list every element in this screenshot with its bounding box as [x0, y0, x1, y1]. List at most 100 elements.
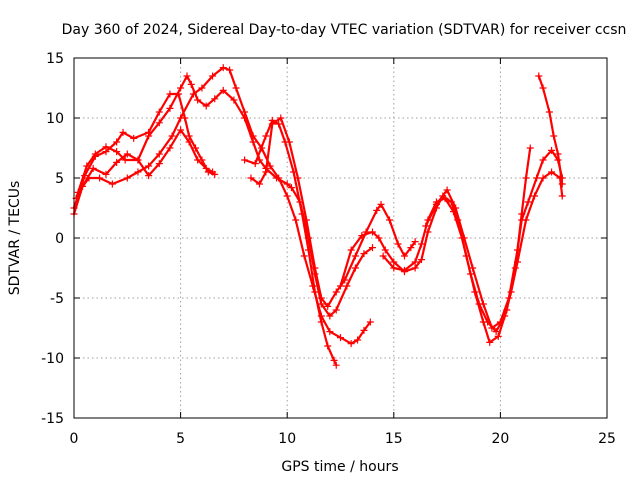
data-point: [377, 200, 385, 208]
series-trace-2: [70, 126, 217, 218]
data-point: [488, 324, 496, 332]
data-point: [324, 302, 332, 310]
data-point: [332, 306, 340, 314]
data-point: [183, 72, 191, 80]
data-point: [324, 342, 332, 350]
data-point: [241, 108, 249, 116]
data-point: [102, 170, 110, 178]
data-point: [262, 132, 270, 140]
data-point: [407, 244, 415, 252]
data-point: [539, 156, 547, 164]
data-point: [418, 256, 426, 264]
data-point: [130, 134, 138, 142]
data-point: [460, 234, 468, 242]
grid: [74, 58, 607, 418]
data-point: [187, 80, 195, 88]
data-point: [379, 252, 387, 260]
data-point: [317, 318, 325, 326]
data-point: [360, 250, 368, 258]
data-point: [300, 252, 308, 260]
data-point: [91, 150, 99, 158]
data-point: [177, 114, 185, 122]
data-point: [469, 264, 477, 272]
data-point: [262, 168, 270, 176]
data-point: [232, 84, 240, 92]
data-point: [418, 240, 426, 248]
data-point: [166, 144, 174, 152]
data-point: [123, 150, 131, 158]
data-point: [194, 156, 202, 164]
x-axis-label: GPS time / hours: [281, 459, 398, 475]
data-point: [496, 318, 504, 326]
data-point: [294, 174, 302, 182]
data-point: [390, 264, 398, 272]
data-point: [189, 90, 197, 98]
data-point: [443, 186, 451, 194]
data-point: [524, 198, 532, 206]
data-point: [373, 206, 381, 214]
series-trace-10: [535, 72, 566, 188]
data-point: [292, 216, 300, 224]
data-point: [354, 336, 362, 344]
data-point: [134, 168, 142, 176]
data-point: [121, 156, 129, 164]
data-point: [422, 222, 430, 230]
data-point: [202, 102, 210, 110]
y-tick-label: -5: [50, 291, 64, 307]
data-point: [85, 174, 93, 182]
data-point: [311, 264, 319, 272]
x-tick-label: 10: [278, 431, 296, 447]
data-point: [283, 192, 291, 200]
data-point: [337, 334, 344, 342]
data-point: [390, 258, 398, 266]
data-point: [119, 128, 127, 136]
data-point: [411, 238, 419, 246]
data-point: [194, 96, 202, 104]
x-tick-label: 15: [385, 431, 403, 447]
data-point: [226, 66, 234, 74]
data-point: [275, 120, 283, 128]
data-point: [89, 164, 97, 172]
data-point: [375, 234, 383, 242]
data-point: [351, 264, 359, 272]
data-point: [330, 356, 338, 364]
data-point: [400, 252, 408, 260]
data-point: [251, 160, 259, 168]
data-point: [155, 119, 163, 127]
y-tick-label: 5: [55, 171, 64, 187]
data-point: [255, 180, 263, 188]
data-point: [230, 96, 238, 104]
data-point: [522, 174, 530, 182]
chart-title: Day 360 of 2024, Sidereal Day-to-day VTE…: [62, 22, 627, 38]
data-point: [358, 232, 366, 240]
data-point: [166, 104, 174, 112]
data-point: [326, 328, 334, 336]
data-point: [558, 180, 566, 188]
data-point: [548, 168, 556, 176]
data-point: [283, 180, 291, 188]
data-traces: [70, 64, 566, 369]
data-point: [494, 332, 502, 340]
data-point: [535, 72, 543, 80]
data-point: [209, 72, 217, 80]
trace-line: [339, 146, 532, 344]
data-point: [368, 244, 376, 252]
data-point: [275, 174, 283, 182]
data-point: [531, 192, 539, 200]
data-point: [343, 282, 351, 290]
series-trace-6: [247, 114, 419, 310]
data-point: [526, 144, 534, 152]
data-point: [96, 174, 104, 182]
y-tick-label: -10: [41, 351, 64, 367]
data-point: [302, 216, 310, 224]
data-point: [241, 156, 249, 164]
data-point: [550, 132, 558, 140]
data-point: [479, 300, 487, 308]
data-point: [102, 143, 110, 151]
data-point: [108, 180, 116, 188]
x-tick-label: 20: [491, 431, 509, 447]
data-point: [155, 108, 163, 116]
data-point: [268, 120, 276, 128]
data-point: [247, 174, 255, 182]
